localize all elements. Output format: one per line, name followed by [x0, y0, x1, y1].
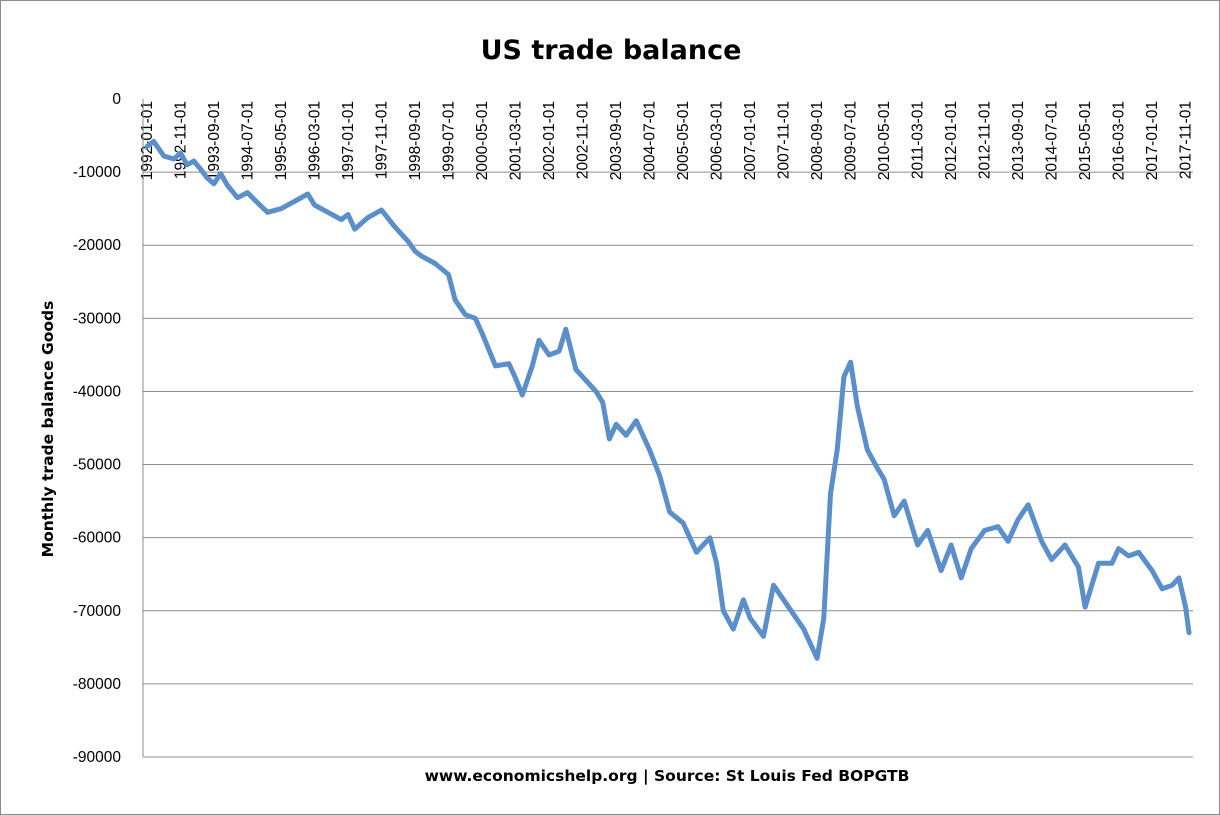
y-tick-label: -60000 — [73, 530, 122, 547]
chart-title: US trade balance — [481, 35, 742, 66]
x-tick-label: 1996-03-01 — [307, 101, 324, 180]
x-tick-label: 2012-01-01 — [943, 101, 960, 180]
x-tick-label: 2002-01-01 — [541, 101, 558, 180]
x-tick-label: 2002-11-01 — [575, 101, 592, 179]
x-tick-label: 1997-01-01 — [340, 101, 357, 180]
y-tick-label: 0 — [112, 91, 121, 108]
x-tick-label: 2001-03-01 — [508, 101, 525, 180]
x-tick-label: 2003-09-01 — [608, 101, 625, 180]
x-tick-label: 2007-01-01 — [742, 101, 759, 180]
x-tick-label: 2000-05-01 — [474, 101, 491, 180]
y-tick-label: -80000 — [73, 676, 122, 693]
x-tick-label: 2007-11-01 — [776, 101, 793, 179]
x-axis-label: www.economicshelp.org | Source: St Louis… — [425, 767, 910, 786]
y-tick-labels: 0 -10000 -20000 -30000 -40000 -50000 -60000 -70… — [73, 91, 122, 766]
x-tick-label: 2005-05-01 — [675, 101, 692, 180]
series-line — [144, 138, 1192, 661]
x-tick-label: 2017-01-01 — [1144, 101, 1161, 180]
x-tick-label: 2013-09-01 — [1010, 101, 1027, 180]
x-tick-label: 2011-03-01 — [910, 101, 927, 179]
y-axis-label: Monthly trade balance Goods — [39, 301, 57, 558]
x-tick-label: 2015-05-01 — [1077, 101, 1094, 180]
x-tick-label: 1994-07-01 — [240, 101, 257, 180]
gridlines — [143, 171, 1193, 758]
x-tick-label: 2008-09-01 — [809, 101, 826, 180]
y-tick-label: -50000 — [73, 457, 122, 474]
x-tick-label: 1997-11-01 — [374, 101, 391, 179]
x-tick-label: 2016-03-01 — [1111, 101, 1128, 180]
y-tick-label: -10000 — [73, 164, 122, 181]
y-tick-label: -40000 — [73, 383, 122, 400]
x-tick-label: 1995-05-01 — [273, 101, 290, 180]
x-tick-label: 2014-07-01 — [1044, 101, 1061, 180]
y-tick-label: -70000 — [73, 603, 122, 620]
x-tick-label: 1999-07-01 — [441, 101, 458, 180]
x-tick-label: 1993-09-01 — [206, 101, 223, 180]
y-tick-label: -20000 — [73, 237, 122, 254]
x-tick-labels: 1992-01-01 1992-11-01 1993-09-01 1994-07-01… — [139, 101, 1195, 180]
y-tick-label: -90000 — [73, 749, 122, 766]
x-tick-label: 1992-11-01 — [173, 101, 190, 179]
x-tick-label: 2012-11-01 — [977, 101, 994, 179]
x-tick-label: 2006-03-01 — [709, 101, 726, 180]
series-group — [144, 138, 1192, 661]
x-tick-label: 1998-09-01 — [407, 101, 424, 180]
x-tick-label: 2004-07-01 — [642, 101, 659, 180]
x-tick-label: 2009-07-01 — [843, 101, 860, 180]
y-tick-label: -30000 — [73, 310, 122, 327]
x-tick-label: 2010-05-01 — [876, 101, 893, 180]
x-tick-label: 2017-11-01 — [1178, 101, 1195, 179]
